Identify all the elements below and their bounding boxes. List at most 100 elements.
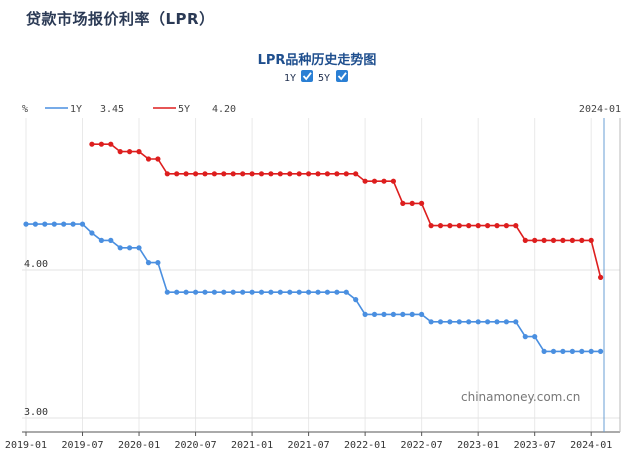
data-point-5y[interactable] xyxy=(136,149,142,155)
data-point-5y[interactable] xyxy=(475,223,481,229)
data-point-1y[interactable] xyxy=(183,289,189,295)
data-point-1y[interactable] xyxy=(221,289,227,295)
toggle-1y[interactable]: 1Y xyxy=(284,70,313,84)
data-point-5y[interactable] xyxy=(503,223,509,229)
data-point-5y[interactable] xyxy=(202,171,208,177)
data-point-1y[interactable] xyxy=(353,297,359,303)
data-point-5y[interactable] xyxy=(211,171,217,177)
data-point-1y[interactable] xyxy=(174,289,180,295)
data-point-5y[interactable] xyxy=(324,171,330,177)
data-point-1y[interactable] xyxy=(89,230,95,236)
data-point-1y[interactable] xyxy=(419,311,425,317)
data-point-5y[interactable] xyxy=(437,223,444,229)
data-point-1y[interactable] xyxy=(70,221,76,227)
data-point-5y[interactable] xyxy=(230,171,236,177)
checkbox-5y[interactable] xyxy=(336,70,348,82)
data-point-1y[interactable] xyxy=(127,245,133,251)
data-point-5y[interactable] xyxy=(108,141,114,147)
data-point-5y[interactable] xyxy=(428,223,434,229)
data-point-1y[interactable] xyxy=(296,289,302,295)
data-point-5y[interactable] xyxy=(522,237,528,243)
data-point-1y[interactable] xyxy=(362,311,368,317)
data-point-5y[interactable] xyxy=(400,200,406,206)
data-point-1y[interactable] xyxy=(230,289,236,295)
data-point-5y[interactable] xyxy=(287,171,293,177)
data-point-1y[interactable] xyxy=(550,348,557,354)
data-point-1y[interactable] xyxy=(287,289,293,295)
data-point-5y[interactable] xyxy=(390,178,396,184)
data-point-1y[interactable] xyxy=(343,289,349,295)
data-point-5y[interactable] xyxy=(164,171,170,177)
data-point-1y[interactable] xyxy=(588,348,594,354)
data-point-1y[interactable] xyxy=(334,289,340,295)
data-point-5y[interactable] xyxy=(98,141,104,147)
data-point-1y[interactable] xyxy=(277,289,283,295)
data-point-1y[interactable] xyxy=(381,311,387,317)
data-point-5y[interactable] xyxy=(579,237,585,243)
data-point-1y[interactable] xyxy=(249,289,255,295)
data-point-5y[interactable] xyxy=(334,171,340,177)
data-point-5y[interactable] xyxy=(560,237,566,243)
data-point-5y[interactable] xyxy=(485,223,491,229)
data-point-5y[interactable] xyxy=(155,156,161,162)
data-point-5y[interactable] xyxy=(145,156,152,162)
data-point-1y[interactable] xyxy=(164,289,170,295)
data-point-5y[interactable] xyxy=(409,200,415,206)
data-point-1y[interactable] xyxy=(79,221,86,227)
data-point-5y[interactable] xyxy=(117,149,123,155)
data-point-1y[interactable] xyxy=(145,260,152,266)
data-point-1y[interactable] xyxy=(42,221,48,227)
data-point-5y[interactable] xyxy=(381,178,387,184)
data-point-5y[interactable] xyxy=(419,200,425,206)
data-point-1y[interactable] xyxy=(390,311,396,317)
data-point-1y[interactable] xyxy=(437,319,444,325)
data-point-1y[interactable] xyxy=(598,348,604,354)
data-point-1y[interactable] xyxy=(456,319,462,325)
data-point-1y[interactable] xyxy=(522,334,528,340)
data-point-1y[interactable] xyxy=(485,319,491,325)
data-point-1y[interactable] xyxy=(61,221,67,227)
data-point-1y[interactable] xyxy=(202,289,208,295)
data-point-1y[interactable] xyxy=(579,348,585,354)
data-point-5y[interactable] xyxy=(541,237,547,243)
data-point-1y[interactable] xyxy=(428,319,434,325)
data-point-5y[interactable] xyxy=(249,171,255,177)
data-point-1y[interactable] xyxy=(466,319,472,325)
data-point-5y[interactable] xyxy=(306,171,312,177)
data-point-1y[interactable] xyxy=(560,348,566,354)
data-point-1y[interactable] xyxy=(136,245,142,251)
data-point-1y[interactable] xyxy=(32,221,39,227)
data-point-5y[interactable] xyxy=(362,178,368,184)
data-point-1y[interactable] xyxy=(155,260,161,266)
data-point-1y[interactable] xyxy=(400,311,406,317)
data-point-1y[interactable] xyxy=(503,319,509,325)
data-point-5y[interactable] xyxy=(127,149,133,155)
data-point-5y[interactable] xyxy=(221,171,227,177)
data-point-1y[interactable] xyxy=(23,221,29,227)
data-point-1y[interactable] xyxy=(569,348,576,354)
data-point-5y[interactable] xyxy=(240,171,246,177)
data-point-1y[interactable] xyxy=(409,311,415,317)
data-point-5y[interactable] xyxy=(296,171,302,177)
data-point-1y[interactable] xyxy=(306,289,312,295)
data-point-1y[interactable] xyxy=(258,289,265,295)
data-point-5y[interactable] xyxy=(569,237,576,243)
data-point-1y[interactable] xyxy=(371,311,378,317)
data-point-5y[interactable] xyxy=(183,171,189,177)
data-point-1y[interactable] xyxy=(541,348,547,354)
data-point-1y[interactable] xyxy=(475,319,481,325)
data-point-5y[interactable] xyxy=(456,223,462,229)
data-point-1y[interactable] xyxy=(211,289,217,295)
data-point-5y[interactable] xyxy=(494,223,500,229)
data-point-1y[interactable] xyxy=(447,319,453,325)
data-point-5y[interactable] xyxy=(353,171,359,177)
data-point-5y[interactable] xyxy=(268,171,274,177)
data-point-1y[interactable] xyxy=(532,334,538,340)
data-point-5y[interactable] xyxy=(193,171,199,177)
data-point-5y[interactable] xyxy=(277,171,283,177)
data-point-1y[interactable] xyxy=(98,237,104,243)
data-point-1y[interactable] xyxy=(324,289,330,295)
data-point-1y[interactable] xyxy=(494,319,500,325)
data-point-5y[interactable] xyxy=(315,171,321,177)
data-point-5y[interactable] xyxy=(343,171,349,177)
